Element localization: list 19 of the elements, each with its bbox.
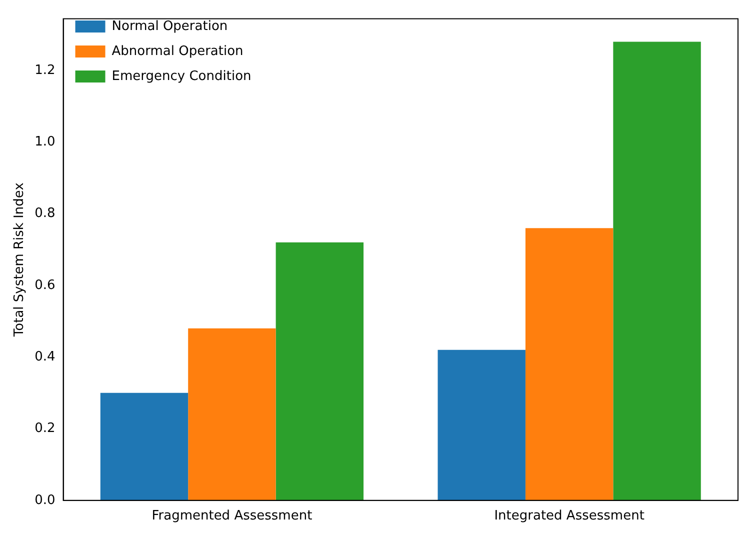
bar — [613, 42, 701, 500]
bar — [525, 228, 614, 500]
bar — [188, 328, 276, 500]
x-tick-label: Integrated Assessment — [494, 508, 644, 524]
y-tick-label: 1.2 — [34, 62, 56, 78]
y-tick-label: 0.4 — [34, 349, 56, 364]
y-tick-label: 0.8 — [34, 206, 56, 222]
y-tick-label: 1.0 — [34, 134, 56, 150]
x-tick-label: Fragmented Assessment — [152, 508, 312, 524]
legend-label: Normal Operation — [112, 18, 228, 34]
legend-label: Emergency Condition — [112, 68, 252, 84]
bar — [276, 242, 364, 500]
bar — [438, 350, 526, 500]
y-tick-label: 0.6 — [34, 278, 56, 293]
legend-label: Abnormal Operation — [112, 44, 244, 59]
y-tick-label: 0.0 — [34, 492, 56, 508]
bar — [100, 392, 188, 500]
y-tick-label: 0.2 — [34, 421, 56, 436]
y-axis-title: Total System Risk Index — [12, 182, 28, 338]
